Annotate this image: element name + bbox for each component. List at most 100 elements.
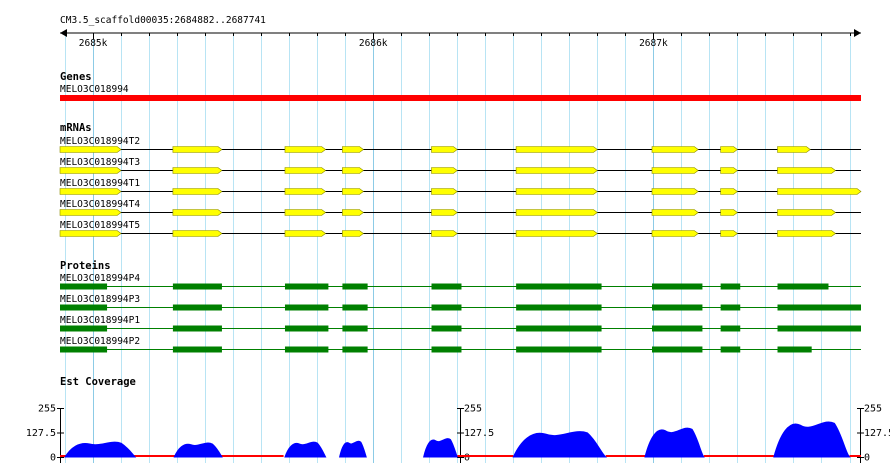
protein-segment[interactable] — [651, 325, 703, 332]
mrna-exon[interactable] — [651, 167, 699, 174]
protein-segment[interactable] — [60, 283, 108, 290]
protein-segment[interactable] — [60, 304, 108, 311]
protein-segment[interactable] — [284, 325, 329, 332]
coverage-peak[interactable] — [644, 427, 705, 458]
mrna-exon[interactable] — [777, 167, 837, 174]
mrna-exon[interactable] — [59, 230, 122, 237]
mrna-feature[interactable]: MELO3C018994T1 — [59, 178, 862, 195]
protein-segment[interactable] — [342, 346, 368, 353]
protein-feature[interactable]: MELO3C018994P1 — [60, 315, 861, 332]
coverage-peak[interactable] — [173, 442, 223, 458]
mrna-feature[interactable]: MELO3C018994T2 — [59, 136, 861, 153]
mrna-feature[interactable]: MELO3C018994T4 — [59, 199, 861, 216]
protein-segment[interactable] — [516, 346, 602, 353]
protein-segment[interactable] — [516, 304, 602, 311]
mrna-exon[interactable] — [720, 209, 738, 216]
protein-segment[interactable] — [651, 346, 703, 353]
protein-feature[interactable]: MELO3C018994P4 — [60, 273, 861, 290]
protein-segment[interactable] — [720, 346, 741, 353]
protein-segment[interactable] — [777, 346, 812, 353]
mrna-exon[interactable] — [720, 188, 738, 195]
protein-feature[interactable]: MELO3C018994P3 — [60, 294, 861, 311]
protein-segment[interactable] — [431, 325, 462, 332]
protein-segment[interactable] — [172, 325, 222, 332]
coverage-peak[interactable] — [423, 438, 459, 458]
protein-segment[interactable] — [651, 304, 703, 311]
protein-segment[interactable] — [777, 325, 861, 332]
protein-segment[interactable] — [431, 304, 462, 311]
mrna-exon[interactable] — [342, 209, 364, 216]
protein-segment[interactable] — [431, 283, 462, 290]
protein-segment[interactable] — [342, 304, 368, 311]
mrna-exon[interactable] — [777, 146, 811, 153]
mrna-exon[interactable] — [651, 230, 699, 237]
mrna-exon[interactable] — [342, 188, 364, 195]
coverage-peak[interactable] — [773, 421, 851, 458]
mrna-exon[interactable] — [284, 167, 327, 174]
mrna-exon[interactable] — [172, 230, 223, 237]
protein-segment[interactable] — [516, 325, 602, 332]
mrna-exon[interactable] — [431, 188, 458, 195]
mrna-exon[interactable] — [515, 209, 598, 216]
mrna-exon[interactable] — [777, 188, 862, 195]
ruler[interactable]: 2685k 2686k 2687k — [60, 29, 861, 49]
protein-segment[interactable] — [172, 283, 222, 290]
protein-segment[interactable] — [60, 325, 108, 332]
mrna-exon[interactable] — [515, 167, 598, 174]
mrna-exon[interactable] — [720, 146, 738, 153]
protein-feature[interactable]: MELO3C018994P2 — [60, 336, 861, 353]
mrna-exon[interactable] — [651, 188, 699, 195]
mrna-exon[interactable] — [59, 209, 122, 216]
mrna-exon[interactable] — [172, 209, 223, 216]
mrna-exon[interactable] — [651, 146, 699, 153]
coverage-peak[interactable] — [64, 441, 137, 458]
protein-segment[interactable] — [777, 304, 861, 311]
protein-segment[interactable] — [284, 283, 329, 290]
mrna-exon[interactable] — [515, 188, 598, 195]
protein-segment[interactable] — [284, 304, 329, 311]
mrna-exon[interactable] — [342, 230, 364, 237]
protein-segment[interactable] — [342, 325, 368, 332]
mrna-exon[interactable] — [431, 146, 458, 153]
protein-segment[interactable] — [720, 304, 741, 311]
mrna-exon[interactable] — [284, 209, 327, 216]
protein-segment[interactable] — [651, 283, 703, 290]
protein-segment[interactable] — [60, 346, 108, 353]
ruler-right-arrow-icon[interactable] — [854, 29, 861, 37]
gene-feature[interactable] — [60, 95, 861, 101]
mrna-exon[interactable] — [172, 146, 223, 153]
mrna-exon[interactable] — [651, 209, 699, 216]
mrna-exon[interactable] — [59, 188, 122, 195]
protein-segment[interactable] — [172, 304, 222, 311]
mrna-exon[interactable] — [59, 146, 122, 153]
mrna-exon[interactable] — [342, 167, 364, 174]
mrna-exon[interactable] — [720, 230, 738, 237]
mrna-exon[interactable] — [172, 188, 223, 195]
protein-segment[interactable] — [720, 283, 741, 290]
mrna-exon[interactable] — [777, 209, 837, 216]
protein-segment[interactable] — [284, 346, 329, 353]
protein-segment[interactable] — [777, 283, 829, 290]
mrna-exon[interactable] — [284, 230, 327, 237]
mrna-exon[interactable] — [342, 146, 364, 153]
mrna-exon[interactable] — [284, 146, 327, 153]
mrna-feature[interactable]: MELO3C018994T3 — [59, 157, 861, 174]
mrna-exon[interactable] — [777, 230, 837, 237]
mrna-exon[interactable] — [515, 230, 598, 237]
coverage-peak[interactable] — [512, 431, 608, 458]
mrna-exon[interactable] — [431, 167, 458, 174]
mrna-exon[interactable] — [59, 167, 122, 174]
mrna-exon[interactable] — [515, 146, 598, 153]
mrna-exon[interactable] — [431, 209, 458, 216]
protein-segment[interactable] — [516, 283, 602, 290]
coverage-peak[interactable] — [284, 441, 327, 458]
protein-segment[interactable] — [172, 346, 222, 353]
protein-segment[interactable] — [720, 325, 741, 332]
protein-segment[interactable] — [431, 346, 462, 353]
mrna-exon[interactable] — [284, 188, 327, 195]
mrna-exon[interactable] — [431, 230, 458, 237]
mrna-feature[interactable]: MELO3C018994T5 — [59, 220, 861, 237]
protein-segment[interactable] — [342, 283, 368, 290]
coverage-peak[interactable] — [338, 440, 367, 458]
